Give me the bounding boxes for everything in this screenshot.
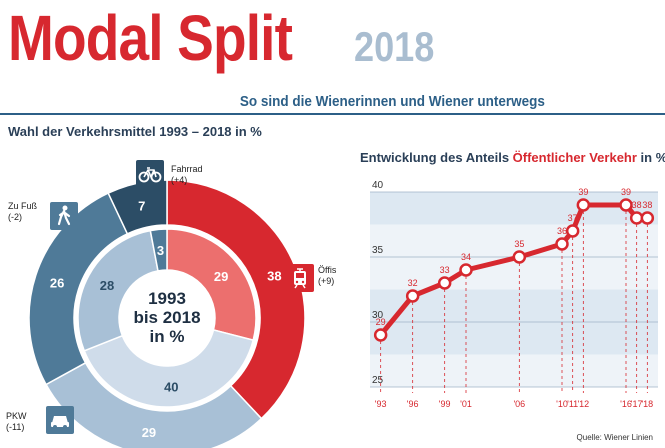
bicycle-icon	[136, 160, 164, 188]
donut-center-label-0: 1993	[148, 289, 186, 308]
data-point-'96	[405, 289, 420, 303]
donut-inner-slice-3	[149, 228, 168, 272]
x-tick-'06: '06	[513, 399, 525, 409]
data-point-'01	[459, 263, 473, 277]
data-label-'10: 36	[557, 226, 567, 236]
x-tick-'18: '18	[641, 399, 653, 409]
fuss-label: Zu Fuß (-2)	[8, 201, 37, 223]
line-chart-heading: Entwicklung des Anteils Öffentlicher Ver…	[360, 150, 665, 165]
fahrrad-change: (+4)	[171, 175, 188, 185]
y-tick-30: 30	[372, 310, 384, 321]
fahrrad-name: Fahrrad	[171, 164, 203, 174]
data-label-'16: 39	[621, 187, 631, 197]
line-chart: 25 30 35 40 '93 '96 '99 '01 '06 '10'11'12 '16'17'1…	[370, 180, 658, 409]
data-point-'99	[437, 276, 452, 290]
data-label-'99: 33	[440, 265, 450, 275]
data-label-'17: 38	[632, 200, 642, 210]
donut-inner-slice-2	[77, 229, 159, 352]
donut-center-label-1: bis 2018	[133, 308, 200, 327]
data-point-'12	[576, 198, 591, 212]
donut-outer-value-1: 29	[142, 425, 156, 440]
data-point-'11	[565, 224, 580, 238]
donut-outer-value-2: 26	[50, 275, 64, 290]
donut-inner-value-3: 3	[157, 243, 164, 258]
donut-outer-slice-0	[166, 179, 306, 420]
data-label-'06: 35	[514, 239, 524, 249]
data-point-'17	[629, 211, 644, 225]
x-tick-'01: '01	[460, 399, 472, 409]
oeffis-change: (+9)	[318, 276, 335, 286]
y-tick-40: 40	[372, 180, 384, 191]
data-point-'18	[640, 211, 655, 225]
data-point-'93	[373, 328, 388, 342]
donut-heading: Wahl der Verkehrsmittel 1993 – 2018 in %	[8, 124, 262, 139]
donut-outer-value-0: 38	[267, 268, 281, 283]
fuss-change: (-2)	[8, 212, 22, 222]
car-icon	[46, 406, 74, 434]
pkw-change: (-11)	[6, 422, 25, 432]
donut-center	[121, 272, 213, 364]
donut-inner-slice-1	[83, 329, 255, 408]
fahrrad-label: Fahrrad (+4)	[171, 164, 203, 186]
pedestrian-icon	[50, 202, 78, 230]
x-tick-'11: '11	[567, 399, 578, 409]
donut-inner-value-0: 29	[214, 269, 228, 284]
header-rule	[0, 113, 665, 115]
donut-inner-value-1: 40	[164, 379, 178, 394]
x-tick-'96: '96	[407, 399, 419, 409]
tram-icon	[286, 264, 314, 292]
y-tick-25: 25	[372, 375, 384, 386]
data-point-'10	[555, 237, 569, 251]
fuss-name: Zu Fuß	[8, 201, 38, 211]
line-heading-suffix: in %	[636, 150, 665, 165]
data-label-'93: 29	[376, 317, 386, 327]
donut-outer-value-3: 7	[138, 198, 145, 213]
x-tick-'99: '99	[439, 399, 451, 409]
x-tick-'93: '93	[375, 399, 387, 409]
oeffis-name: Öffis	[318, 265, 337, 275]
x-tick-'16: '16	[620, 399, 632, 409]
donut-outer-slice-2	[28, 192, 129, 386]
oeffis-label: Öffis (+9)	[318, 265, 336, 287]
line-heading-highlight: Öffentlicher Verkehr	[512, 150, 637, 165]
data-label-'11: 37	[568, 213, 578, 223]
data-label-'96: 32	[408, 278, 418, 288]
x-tick-'17: '17	[631, 399, 643, 409]
pkw-name: PKW	[6, 411, 27, 421]
pkw-label: PKW (-11)	[6, 411, 27, 433]
donut-inner-value-2: 28	[100, 278, 114, 293]
x-tick-'10: '10	[556, 399, 568, 409]
source-note: Quelle: Wiener Linien	[576, 433, 653, 442]
data-point-'06	[512, 250, 527, 264]
data-label-'01: 34	[461, 252, 471, 262]
x-tick-'12: '12	[577, 399, 589, 409]
title-year: 2018	[354, 23, 435, 70]
subtitle: So sind die Wienerinnen und Wiener unter…	[239, 93, 545, 110]
line-heading-prefix: Entwicklung des Anteils	[360, 150, 513, 165]
page-title: Modal Split	[8, 2, 293, 74]
donut-outer-slice-3	[107, 179, 168, 235]
data-label-'12: 39	[578, 187, 588, 197]
y-tick-35: 35	[372, 245, 384, 256]
donut-inner-slice-0	[166, 228, 257, 342]
data-label-'18: 38	[642, 200, 652, 210]
donut-center-label-2: in %	[150, 327, 185, 346]
data-point-'16	[619, 198, 633, 212]
